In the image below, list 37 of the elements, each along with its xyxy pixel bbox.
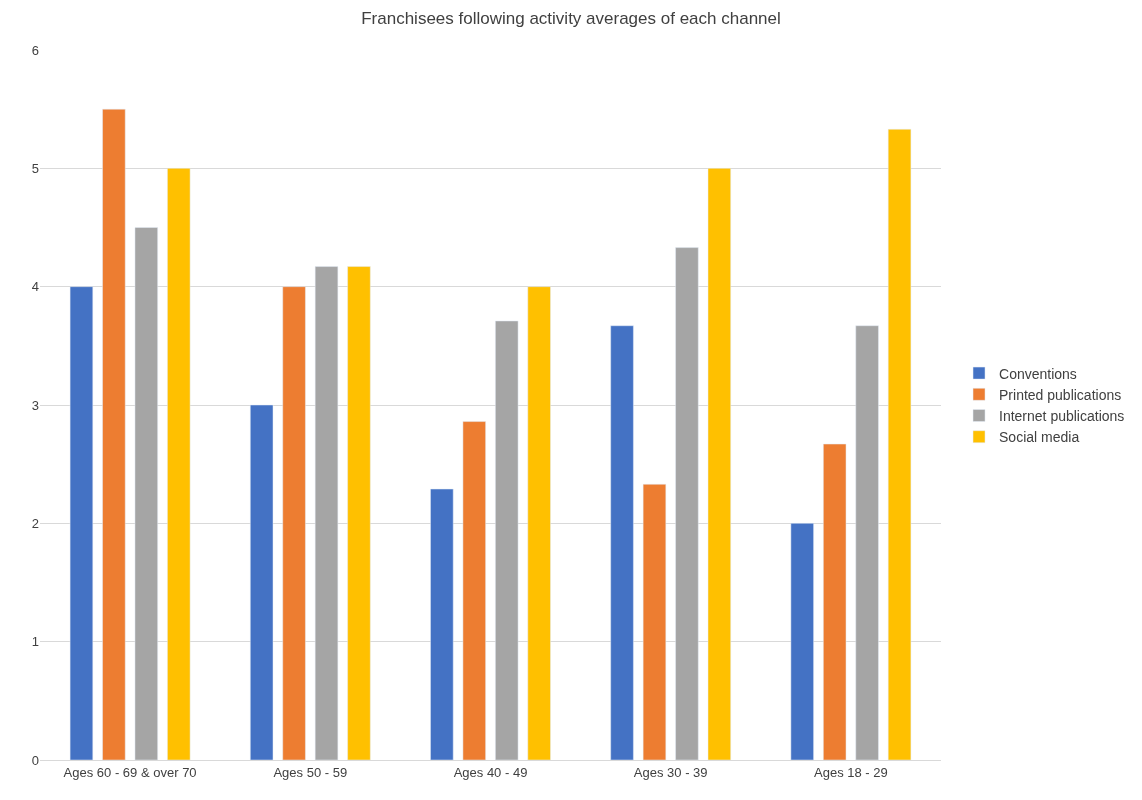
bar: [134, 227, 158, 760]
x-tick-label: Ages 40 - 49: [453, 764, 528, 780]
bar: [102, 108, 126, 760]
bar: [790, 523, 814, 760]
x-tick-label: Ages 30 - 39: [633, 764, 708, 780]
bar: [430, 488, 454, 760]
y-tick-label: 0: [31, 752, 39, 768]
bar: [347, 266, 371, 760]
y-tick-label: 5: [31, 160, 39, 176]
bar: [527, 286, 551, 760]
y-tick-label: 4: [31, 279, 39, 295]
bar: [855, 325, 879, 760]
y-tick-label: 2: [31, 515, 39, 531]
bar: [823, 443, 847, 760]
bar: [282, 286, 306, 760]
y-tick-label: 1: [31, 634, 39, 650]
bar: [887, 129, 912, 760]
x-tick-label: Ages 60 - 69 & over 70: [63, 764, 197, 780]
bar: [69, 286, 94, 760]
bar: [642, 484, 667, 760]
legend-label: Internet publications: [999, 407, 1125, 424]
bar: [462, 421, 486, 760]
chart-title: Franchisees following activity averages of each channel: [361, 8, 781, 28]
bar: [495, 320, 519, 760]
bar: [707, 168, 731, 760]
y-tick-label: 3: [31, 397, 39, 413]
y-tick-label: 6: [31, 42, 39, 58]
legend-label: Printed publications: [999, 386, 1122, 403]
bar: [167, 168, 191, 760]
legend-label: Social media: [999, 429, 1080, 446]
bar: [610, 325, 634, 760]
legend-label: Conventions: [999, 365, 1077, 382]
x-tick-label: Ages 18 - 29: [814, 764, 888, 780]
bar: [314, 266, 339, 760]
x-tick-label: Ages 50 - 59: [273, 764, 348, 780]
bar: [675, 247, 699, 760]
bar: [250, 404, 274, 760]
